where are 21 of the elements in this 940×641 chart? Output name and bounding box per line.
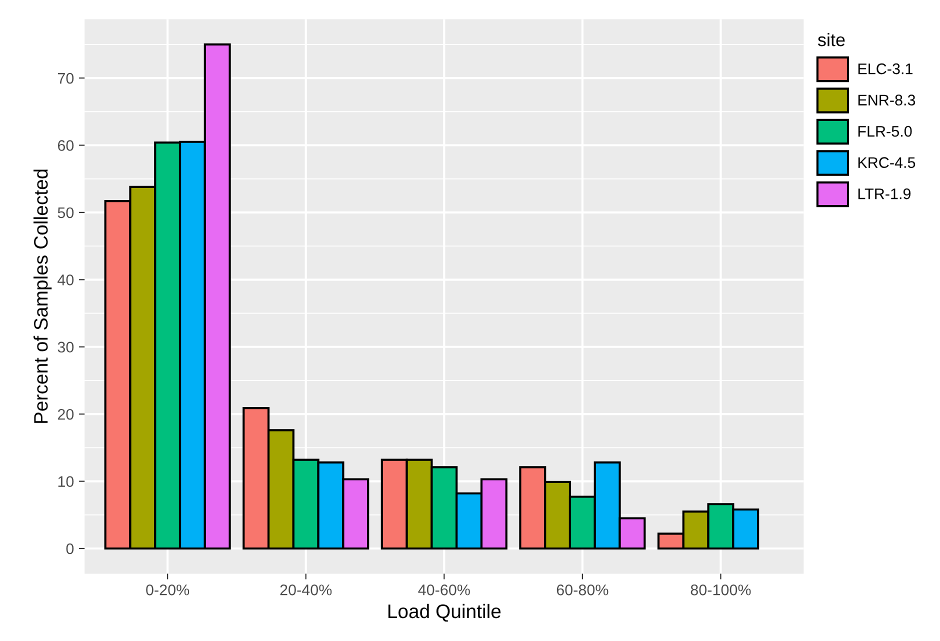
y-axis-title: Percent of Samples Collected	[34, 170, 52, 423]
x-tick-label: 20-40%	[280, 584, 332, 596]
y-tick-label: 10	[58, 476, 74, 487]
legend-label: ENR-8.3	[858, 94, 916, 106]
y-tick-label: 70	[58, 72, 74, 84]
y-tick-label: 40	[58, 274, 74, 286]
y-tick-label: 50	[58, 207, 74, 218]
x-tick-label: 0-20%	[146, 584, 190, 596]
y-tick-label: 60	[58, 140, 74, 151]
x-tick-label: 80-100%	[690, 584, 751, 596]
legend-label: KRC-4.5	[858, 157, 916, 168]
legend-label: ELC-3.1	[858, 63, 912, 74]
legend-title: site	[818, 32, 845, 46]
x-axis-title: Load Quintile	[388, 604, 501, 622]
y-tick-label: 30	[58, 342, 74, 353]
y-tick-label: 20	[58, 408, 74, 420]
legend-label: LTR-1.9	[858, 188, 911, 200]
x-tick-label: 60-80%	[556, 584, 608, 596]
x-tick-label: 40-60%	[418, 584, 470, 596]
legend-label: FLR-5.0	[858, 126, 912, 137]
y-tick-label: 0	[66, 543, 74, 554]
